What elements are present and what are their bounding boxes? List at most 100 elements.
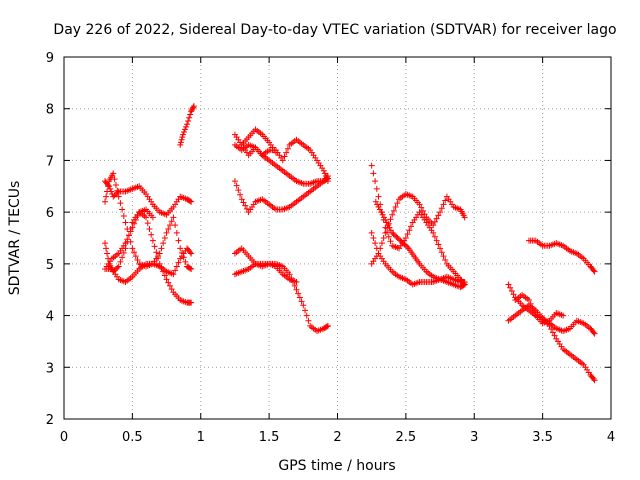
data-point	[321, 170, 328, 177]
data-point	[165, 279, 172, 286]
data-point	[131, 220, 138, 227]
data-point	[378, 209, 385, 216]
data-point	[394, 200, 401, 207]
data-point	[115, 263, 122, 270]
data-point	[430, 229, 437, 236]
data-point	[110, 170, 117, 177]
data-point	[435, 241, 442, 248]
data-point	[431, 233, 438, 240]
data-point	[377, 245, 384, 252]
x-tick-label: 1.5	[259, 430, 280, 445]
data-point	[168, 286, 175, 293]
data-point	[120, 249, 127, 256]
data-point	[111, 267, 118, 274]
data-point	[129, 224, 136, 231]
y-tick-label: 7	[46, 154, 54, 169]
data-point	[158, 245, 165, 252]
data-point	[161, 235, 168, 241]
data-point	[160, 240, 167, 247]
data-point	[189, 105, 196, 112]
data-point	[173, 263, 180, 270]
data-point	[115, 193, 122, 200]
y-tick-label: 5	[46, 258, 54, 273]
data-point	[117, 200, 124, 207]
data-point	[322, 172, 329, 179]
data-point	[591, 377, 598, 384]
data-point	[104, 250, 111, 257]
data-point	[178, 136, 185, 143]
data-point	[438, 249, 445, 256]
data-point	[398, 238, 405, 245]
data-point	[122, 219, 129, 226]
data-point	[134, 256, 141, 263]
data-point	[114, 187, 121, 194]
data-point	[188, 266, 195, 273]
data-point	[190, 104, 197, 111]
data-point	[243, 205, 250, 212]
data-point	[461, 281, 468, 288]
data-point	[284, 145, 291, 152]
data-point	[416, 201, 423, 208]
data-point	[402, 235, 409, 241]
data-point	[435, 212, 442, 219]
data-point	[188, 107, 195, 114]
data-point	[368, 229, 375, 236]
data-point	[591, 330, 598, 337]
data-points	[102, 103, 598, 384]
data-point	[112, 181, 119, 188]
data-point	[283, 149, 290, 156]
y-tick-label: 6	[46, 206, 54, 221]
data-point	[187, 198, 194, 205]
x-tick-label: 2	[333, 430, 341, 445]
x-tick-label: 3.5	[532, 430, 553, 445]
data-point	[374, 201, 381, 208]
y-tick-label: 4	[46, 310, 54, 325]
data-point	[187, 265, 194, 272]
data-point	[132, 253, 139, 260]
data-point	[387, 216, 394, 223]
data-point	[527, 300, 534, 307]
data-point	[149, 237, 156, 244]
data-point	[531, 308, 538, 315]
data-point	[324, 178, 331, 185]
data-point	[507, 284, 514, 291]
y-tick-label: 9	[46, 51, 54, 66]
data-point	[180, 128, 187, 135]
data-point	[433, 215, 440, 222]
data-point	[119, 206, 126, 213]
data-point	[385, 233, 392, 240]
data-point	[183, 123, 190, 130]
y-tick-label: 3	[46, 361, 54, 376]
data-point	[419, 207, 426, 214]
data-point	[170, 271, 177, 278]
data-point	[368, 162, 375, 169]
data-point	[146, 225, 153, 232]
axis-ticks: 0 0.5 1 1.5 2 2.5 3 3.5 4 2 3 4 5 6 7 8 9	[46, 51, 615, 445]
data-point	[132, 216, 139, 223]
data-point	[460, 282, 467, 289]
data-point	[590, 375, 597, 382]
data-point	[461, 214, 468, 221]
data-point	[300, 302, 307, 309]
data-point	[124, 225, 131, 232]
data-point	[172, 222, 179, 229]
data-point	[433, 237, 440, 244]
data-point	[148, 231, 155, 238]
data-point	[175, 259, 182, 266]
data-point	[295, 290, 302, 297]
data-point	[177, 245, 184, 252]
data-point	[442, 256, 449, 263]
data-point	[158, 264, 165, 271]
data-point	[394, 235, 401, 241]
data-point	[529, 304, 536, 311]
data-point	[187, 249, 194, 256]
data-point	[370, 235, 377, 241]
data-point	[380, 214, 387, 221]
data-point	[272, 149, 279, 156]
data-point	[390, 231, 397, 238]
data-point	[549, 329, 556, 336]
data-point	[120, 213, 127, 220]
data-point	[186, 114, 193, 121]
data-point	[387, 238, 394, 245]
